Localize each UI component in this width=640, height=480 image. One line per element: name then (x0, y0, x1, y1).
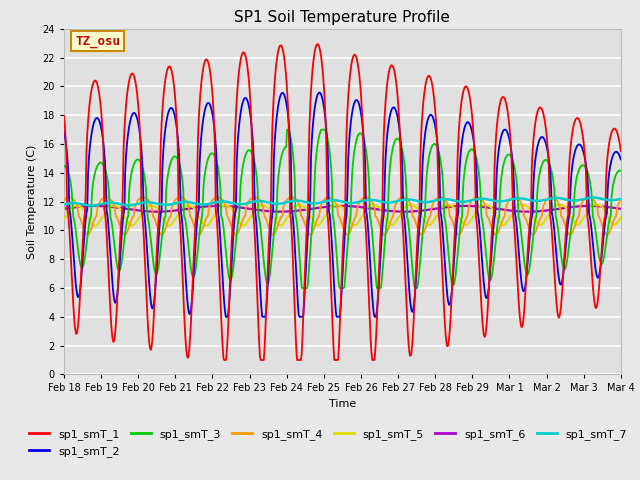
sp1_smT_7 (589, 195, 596, 201)
sp1_smT_7 (88, 203, 96, 208)
sp1_smT_5 (128, 223, 136, 229)
sp1_smT_7 (128, 202, 136, 208)
Line: sp1_smT_3: sp1_smT_3 (64, 130, 621, 288)
sp1_smT_3 (184, 238, 192, 244)
Text: TZ_osu: TZ_osu (75, 35, 120, 48)
sp1_smT_3 (70, 217, 78, 223)
Line: sp1_smT_2: sp1_smT_2 (64, 93, 621, 317)
sp1_smT_5 (60, 216, 68, 222)
sp1_smT_1 (60, 113, 68, 119)
sp1_smT_3 (127, 171, 135, 177)
sp1_smT_7 (617, 196, 625, 202)
Line: sp1_smT_4: sp1_smT_4 (64, 197, 621, 235)
sp1_smT_1 (428, 80, 436, 86)
sp1_smT_4 (428, 204, 436, 210)
sp1_smT_7 (60, 202, 68, 207)
sp1_smT_4 (269, 232, 277, 238)
sp1_smT_5 (214, 205, 222, 211)
sp1_smT_2 (316, 90, 323, 96)
sp1_smT_7 (411, 198, 419, 204)
sp1_smT_2 (70, 260, 78, 265)
sp1_smT_1 (617, 148, 625, 154)
sp1_smT_7 (428, 199, 435, 204)
Line: sp1_smT_1: sp1_smT_1 (64, 44, 621, 360)
sp1_smT_3 (60, 163, 68, 168)
sp1_smT_3 (617, 168, 625, 174)
Line: sp1_smT_7: sp1_smT_7 (64, 198, 621, 205)
sp1_smT_6 (60, 206, 68, 212)
sp1_smT_1 (127, 71, 135, 77)
sp1_smT_1 (220, 357, 228, 363)
sp1_smT_5 (428, 221, 435, 227)
sp1_smT_3 (283, 127, 291, 132)
sp1_smT_4 (127, 217, 135, 223)
sp1_smT_5 (592, 202, 600, 207)
sp1_smT_1 (214, 225, 221, 230)
Y-axis label: Soil Temperature (C): Soil Temperature (C) (27, 144, 37, 259)
sp1_smT_2 (214, 186, 221, 192)
sp1_smT_6 (91, 203, 99, 209)
sp1_smT_4 (617, 197, 625, 203)
Title: SP1 Soil Temperature Profile: SP1 Soil Temperature Profile (234, 10, 451, 25)
sp1_smT_5 (617, 215, 625, 220)
sp1_smT_6 (428, 206, 436, 212)
X-axis label: Time: Time (329, 399, 356, 409)
sp1_smT_3 (428, 144, 436, 149)
Line: sp1_smT_6: sp1_smT_6 (64, 206, 621, 212)
sp1_smT_2 (184, 303, 192, 309)
sp1_smT_4 (70, 197, 78, 203)
sp1_smT_7 (214, 199, 222, 204)
Line: sp1_smT_5: sp1_smT_5 (64, 204, 621, 226)
sp1_smT_4 (288, 194, 296, 200)
sp1_smT_7 (185, 199, 193, 205)
sp1_smT_6 (128, 207, 136, 213)
sp1_smT_5 (185, 203, 193, 208)
sp1_smT_1 (412, 275, 419, 281)
sp1_smT_3 (214, 162, 221, 168)
sp1_smT_6 (412, 208, 419, 214)
sp1_smT_3 (412, 285, 419, 291)
sp1_smT_5 (91, 223, 99, 229)
sp1_smT_2 (127, 114, 135, 120)
sp1_smT_6 (70, 204, 78, 210)
sp1_smT_6 (186, 205, 193, 211)
sp1_smT_4 (60, 197, 68, 203)
sp1_smT_1 (314, 41, 321, 47)
sp1_smT_6 (617, 206, 625, 212)
sp1_smT_7 (70, 200, 78, 206)
sp1_smT_4 (184, 202, 192, 208)
sp1_smT_1 (70, 314, 78, 320)
sp1_smT_5 (411, 203, 419, 209)
sp1_smT_2 (617, 156, 625, 162)
sp1_smT_6 (153, 209, 161, 215)
sp1_smT_2 (60, 129, 68, 135)
sp1_smT_2 (428, 113, 436, 119)
sp1_smT_4 (214, 194, 221, 200)
Legend: sp1_smT_1, sp1_smT_2, sp1_smT_3, sp1_smT_4, sp1_smT_5, sp1_smT_6, sp1_smT_7: sp1_smT_1, sp1_smT_2, sp1_smT_3, sp1_smT… (25, 425, 632, 461)
sp1_smT_5 (70, 204, 78, 209)
sp1_smT_2 (222, 314, 230, 320)
sp1_smT_2 (412, 283, 419, 289)
sp1_smT_4 (412, 219, 419, 225)
sp1_smT_1 (184, 355, 192, 360)
sp1_smT_3 (299, 285, 307, 291)
sp1_smT_6 (215, 203, 223, 209)
